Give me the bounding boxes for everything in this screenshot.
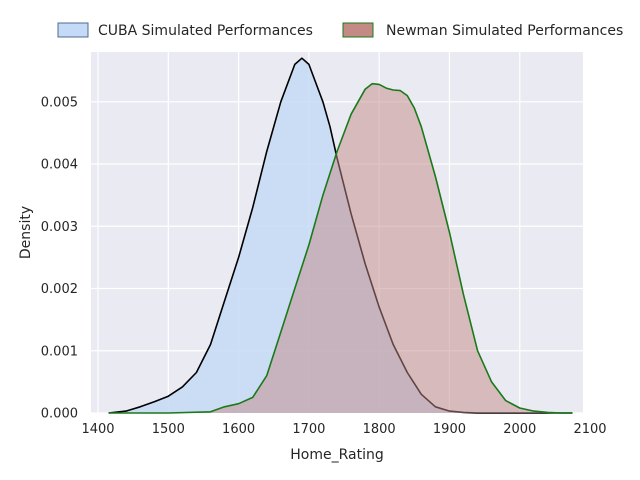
y-tick-label: 0.002 <box>41 282 78 297</box>
legend-label-newman: Newman Simulated Performances <box>386 23 623 39</box>
x-tick-label: 1500 <box>152 422 185 437</box>
legend-swatch-cuba <box>57 22 89 38</box>
x-tick-label: 1600 <box>222 422 255 437</box>
legend-label-cuba: CUBA Simulated Performances <box>98 23 313 39</box>
legend: CUBA Simulated Performances Newman Simul… <box>57 22 623 39</box>
x-axis-ticks: 1400 1500 1600 1700 1800 1900 2000 2100 <box>81 422 606 437</box>
y-tick-label: 0.005 <box>41 95 78 110</box>
x-tick-label: 1700 <box>292 422 325 437</box>
y-axis-label: Density <box>18 206 34 259</box>
y-tick-label: 0.000 <box>41 407 78 422</box>
y-axis-ticks: 0.000 0.001 0.002 0.003 0.004 0.005 <box>41 95 78 421</box>
legend-swatch-newman <box>342 22 374 38</box>
x-tick-label: 2000 <box>503 422 536 437</box>
density-line-newman <box>108 82 573 414</box>
density-areas <box>108 57 573 414</box>
x-axis-label: Home_Rating <box>290 447 383 463</box>
x-tick-label: 1800 <box>363 422 396 437</box>
x-tick-label: 1400 <box>81 422 114 437</box>
x-tick-label: 1900 <box>433 422 466 437</box>
density-fill-newman <box>108 83 573 413</box>
x-tick-label: 2100 <box>573 422 606 437</box>
y-tick-label: 0.001 <box>41 344 78 359</box>
y-tick-label: 0.004 <box>41 158 78 173</box>
y-tick-label: 0.003 <box>41 220 78 235</box>
